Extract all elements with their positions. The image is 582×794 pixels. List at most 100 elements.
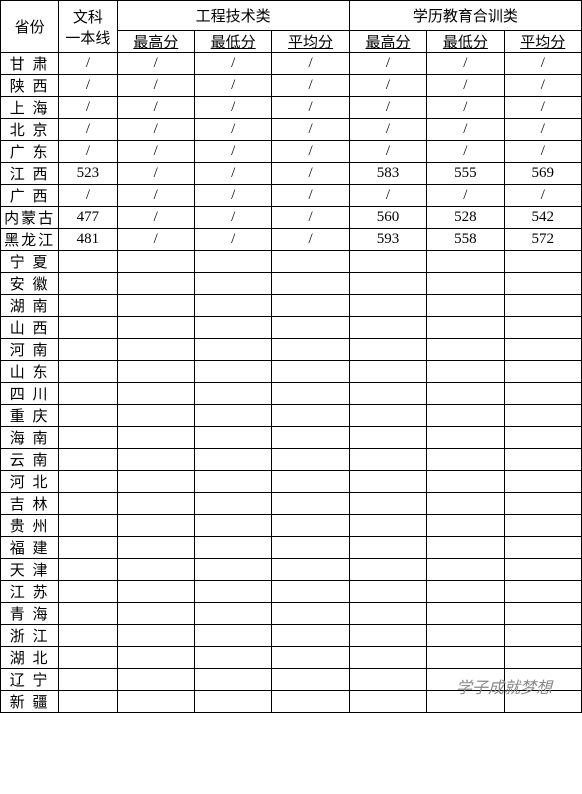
- table-row: 安 徽: [1, 273, 582, 295]
- baseline-cell: [59, 537, 117, 559]
- baseline-cell: [59, 647, 117, 669]
- g2-min-cell: /: [427, 141, 504, 163]
- g2-min-cell: [427, 603, 504, 625]
- baseline-cell: /: [59, 185, 117, 207]
- table-row: 广 西///////: [1, 185, 582, 207]
- g2-max-cell: [349, 449, 426, 471]
- g1-avg-cell: /: [272, 53, 349, 75]
- baseline-cell: [59, 339, 117, 361]
- province-cell: 内蒙古: [1, 207, 59, 229]
- g2-min-cell: /: [427, 97, 504, 119]
- g1-max-cell: [117, 427, 194, 449]
- g2-min-cell: [427, 295, 504, 317]
- g1-min-cell: /: [194, 185, 271, 207]
- g2-max-cell: [349, 471, 426, 493]
- g1-max-cell: /: [117, 97, 194, 119]
- header-province: 省份: [1, 1, 59, 53]
- g2-min-cell: [427, 383, 504, 405]
- g2-avg-cell: [504, 625, 581, 647]
- g1-min-cell: /: [194, 119, 271, 141]
- g1-avg-cell: [272, 251, 349, 273]
- g2-avg-cell: [504, 581, 581, 603]
- baseline-cell: 477: [59, 207, 117, 229]
- g1-min-cell: /: [194, 207, 271, 229]
- baseline-cell: [59, 295, 117, 317]
- table-row: 北 京///////: [1, 119, 582, 141]
- table-row: 辽 宁: [1, 669, 582, 691]
- g2-avg-cell: [504, 295, 581, 317]
- header-g2-avg: 平均分: [504, 31, 581, 53]
- g1-max-cell: [117, 405, 194, 427]
- table-row: 河 北: [1, 471, 582, 493]
- g2-max-cell: [349, 317, 426, 339]
- baseline-cell: [59, 449, 117, 471]
- g2-min-cell: [427, 537, 504, 559]
- g1-min-cell: [194, 691, 271, 713]
- g2-max-cell: [349, 647, 426, 669]
- baseline-cell: [59, 383, 117, 405]
- table-row: 云 南: [1, 449, 582, 471]
- baseline-cell: [59, 273, 117, 295]
- table-row: 湖 北: [1, 647, 582, 669]
- header-baseline: 文科 一本线: [59, 1, 117, 53]
- g1-max-cell: [117, 361, 194, 383]
- g1-max-cell: [117, 559, 194, 581]
- g1-avg-cell: /: [272, 75, 349, 97]
- g1-min-cell: [194, 559, 271, 581]
- baseline-cell: /: [59, 141, 117, 163]
- g2-avg-cell: [504, 339, 581, 361]
- g1-max-cell: /: [117, 185, 194, 207]
- g2-min-cell: /: [427, 75, 504, 97]
- province-cell: 宁 夏: [1, 251, 59, 273]
- g2-avg-cell: [504, 691, 581, 713]
- province-cell: 广 西: [1, 185, 59, 207]
- g1-max-cell: [117, 471, 194, 493]
- g1-min-cell: [194, 273, 271, 295]
- g2-avg-cell: [504, 669, 581, 691]
- g1-avg-cell: [272, 691, 349, 713]
- g1-avg-cell: [272, 427, 349, 449]
- g2-avg-cell: /: [504, 141, 581, 163]
- g1-max-cell: /: [117, 75, 194, 97]
- g2-max-cell: /: [349, 119, 426, 141]
- g1-max-cell: /: [117, 163, 194, 185]
- g1-avg-cell: [272, 559, 349, 581]
- g1-avg-cell: [272, 603, 349, 625]
- g2-avg-cell: 542: [504, 207, 581, 229]
- g2-min-cell: [427, 493, 504, 515]
- header-group1: 工程技术类: [117, 1, 349, 31]
- header-g1-min: 最低分: [194, 31, 271, 53]
- g2-avg-cell: 572: [504, 229, 581, 251]
- g2-min-cell: 555: [427, 163, 504, 185]
- g2-min-cell: 558: [427, 229, 504, 251]
- g2-avg-cell: [504, 647, 581, 669]
- g1-min-cell: /: [194, 75, 271, 97]
- baseline-cell: [59, 559, 117, 581]
- baseline-cell: 523: [59, 163, 117, 185]
- g2-min-cell: [427, 647, 504, 669]
- header-group2: 学历教育合训类: [349, 1, 581, 31]
- g1-avg-cell: /: [272, 163, 349, 185]
- g2-min-cell: /: [427, 119, 504, 141]
- g1-avg-cell: [272, 669, 349, 691]
- province-cell: 浙 江: [1, 625, 59, 647]
- table-row: 四 川: [1, 383, 582, 405]
- province-cell: 青 海: [1, 603, 59, 625]
- g1-avg-cell: [272, 339, 349, 361]
- g1-max-cell: [117, 295, 194, 317]
- g2-avg-cell: [504, 537, 581, 559]
- province-cell: 辽 宁: [1, 669, 59, 691]
- g2-max-cell: [349, 515, 426, 537]
- g2-min-cell: [427, 449, 504, 471]
- baseline-cell: /: [59, 75, 117, 97]
- g1-max-cell: [117, 515, 194, 537]
- g1-min-cell: /: [194, 97, 271, 119]
- table-row: 浙 江: [1, 625, 582, 647]
- baseline-cell: [59, 603, 117, 625]
- g1-min-cell: [194, 339, 271, 361]
- province-cell: 河 北: [1, 471, 59, 493]
- g2-min-cell: [427, 669, 504, 691]
- province-cell: 江 西: [1, 163, 59, 185]
- g1-min-cell: /: [194, 229, 271, 251]
- province-cell: 四 川: [1, 383, 59, 405]
